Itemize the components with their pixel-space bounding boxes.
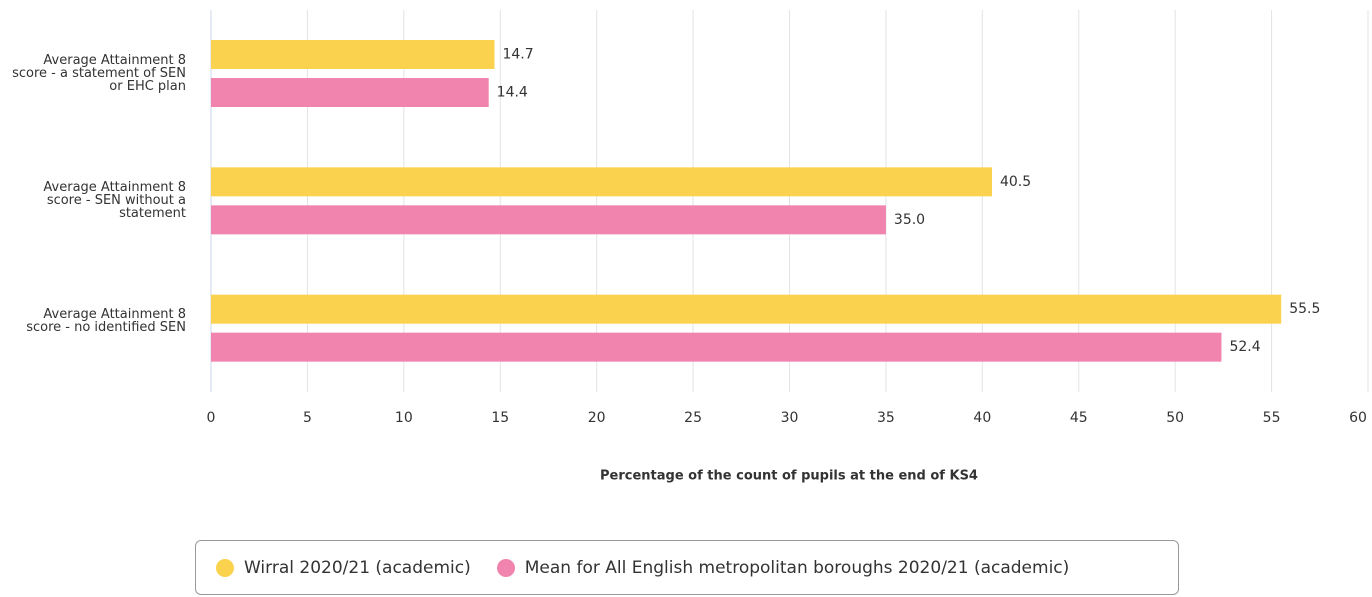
bar: [211, 205, 886, 235]
value-label: 52.4: [1229, 339, 1260, 355]
x-tick-label: 40: [973, 410, 991, 426]
legend-swatch: [496, 558, 515, 577]
bar: [211, 78, 489, 107]
category-label: Average Attainment 8 score - a statement…: [12, 52, 186, 94]
bar: [211, 167, 992, 197]
x-tick-label: 15: [491, 410, 509, 426]
x-tick-label: 20: [588, 410, 606, 426]
x-tick-label: 35: [877, 410, 895, 426]
x-tick-label: 25: [684, 410, 702, 426]
bar: [211, 40, 495, 69]
legend-item: Wirral 2020/21 (academic): [216, 558, 471, 578]
x-tick-label: 55: [1263, 410, 1281, 426]
x-tick-label: 45: [1070, 410, 1088, 426]
x-tick-label: 5: [303, 410, 312, 426]
value-label: 55.5: [1289, 301, 1320, 317]
value-label: 14.7: [502, 47, 533, 63]
legend-label: Mean for All English metropolitan boroug…: [524, 557, 1070, 578]
value-label: 40.5: [1000, 174, 1031, 190]
x-tick-label: 0: [207, 410, 216, 426]
x-axis-title: Percentage of the count of pupils at the…: [600, 469, 978, 484]
category-label: Average Attainment 8 score - SEN without…: [43, 180, 186, 221]
category-label: Average Attainment 8 score - no identifi…: [26, 307, 186, 336]
value-label: 14.4: [497, 85, 528, 101]
x-tick-label: 10: [395, 410, 413, 426]
x-tick-label: 50: [1166, 410, 1184, 426]
bar: [211, 294, 1282, 324]
legend-item: Mean for All English metropolitan boroug…: [496, 557, 1070, 578]
value-label: 35.0: [894, 212, 925, 228]
legend: Wirral 2020/21 (academic) Mean for All En…: [195, 540, 1179, 595]
legend-label: Wirral 2020/21 (academic): [244, 557, 471, 578]
legend-swatch: [216, 558, 234, 577]
x-tick-label: 30: [781, 410, 799, 426]
bar: [211, 332, 1222, 362]
x-tick-label: 60: [1349, 410, 1367, 426]
